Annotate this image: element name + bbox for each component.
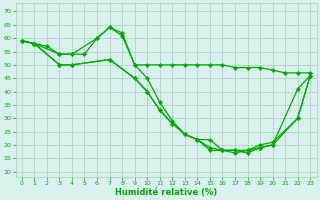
X-axis label: Humidité relative (%): Humidité relative (%) bbox=[115, 188, 217, 197]
